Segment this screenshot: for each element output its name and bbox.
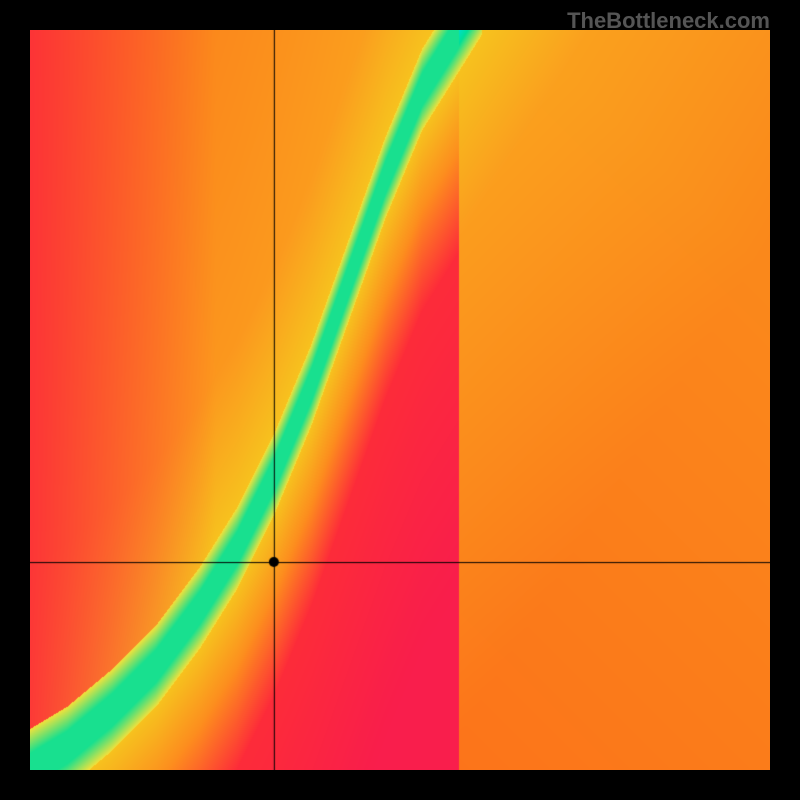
heatmap-plot-area: [30, 30, 770, 770]
watermark-text: TheBottleneck.com: [567, 8, 770, 34]
heatmap-canvas: [30, 30, 770, 770]
